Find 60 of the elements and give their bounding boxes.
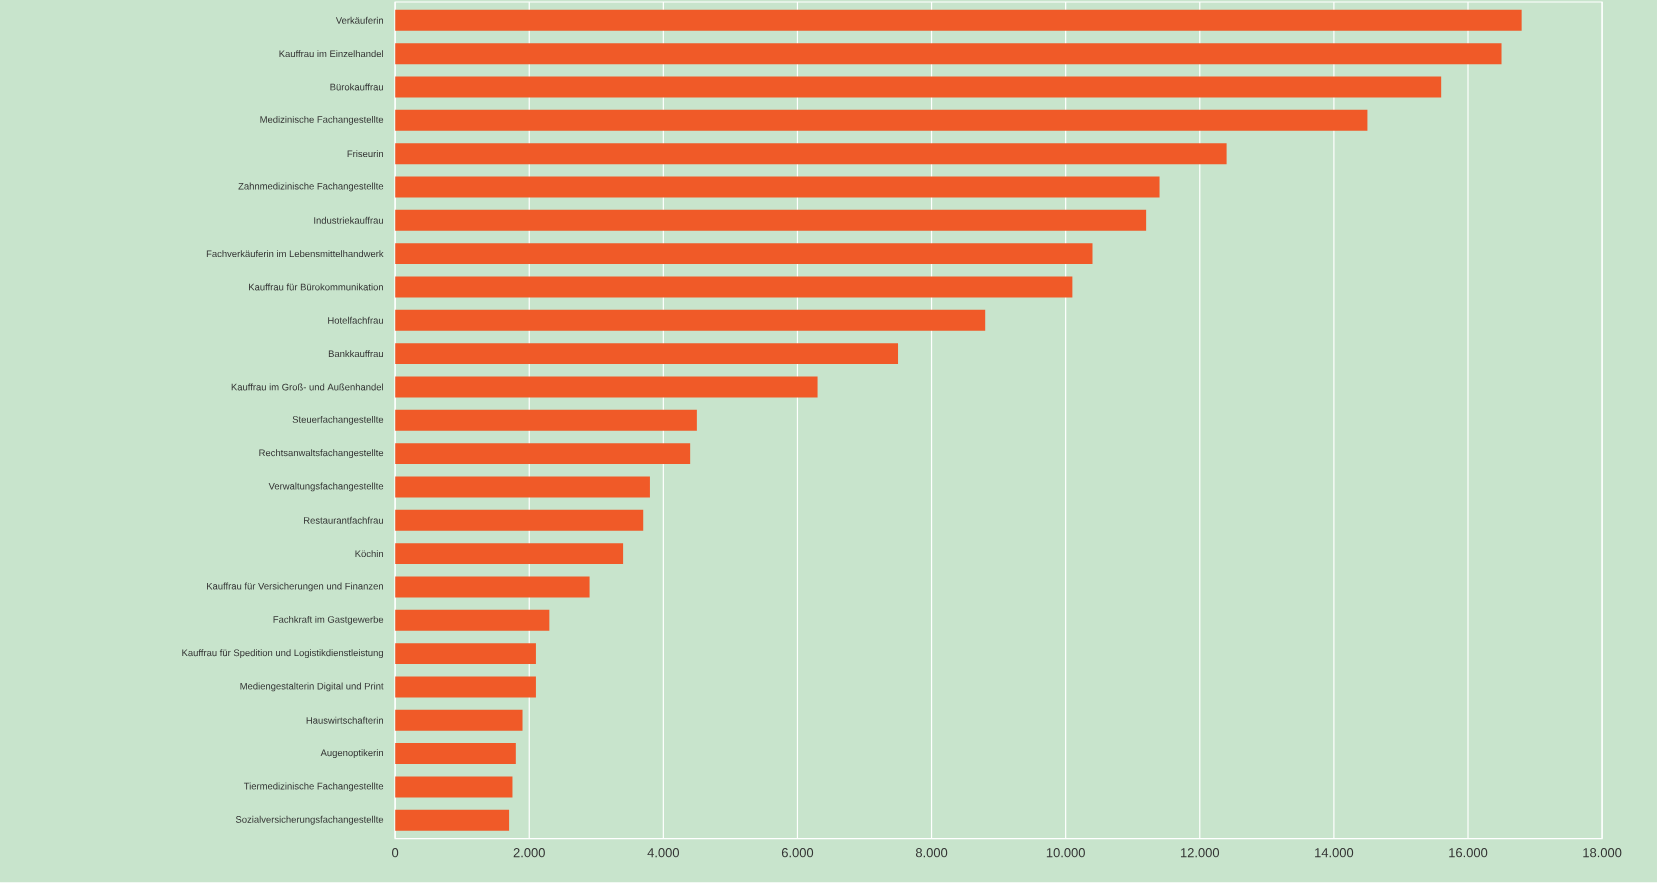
bar xyxy=(395,310,986,332)
x-tick-label: 0 xyxy=(392,848,399,858)
x-tick-label: 14.000 xyxy=(1315,848,1354,858)
y-tick-label: Verwaltungsfachangestellte xyxy=(268,482,384,492)
y-tick-label: Fachkraft im Gastgewerbe xyxy=(273,616,384,625)
y-tick-label: Zahnmedizinische Fachangestellte xyxy=(238,182,384,192)
bar xyxy=(395,576,590,598)
x-tick-label: 6.000 xyxy=(781,848,814,858)
y-tick-label: Fachverkäuferin im Lebensmittelhandwerk xyxy=(206,250,384,258)
bar xyxy=(395,776,513,798)
x-tick-label: 18.000 xyxy=(1583,848,1622,858)
y-tick-label: Medizinische Fachangestellte xyxy=(260,116,384,125)
bar xyxy=(395,343,899,365)
x-tick-label: 16.000 xyxy=(1449,848,1488,858)
bar xyxy=(395,210,1147,232)
y-tick-label: Verkäuferin xyxy=(335,17,384,25)
y-tick-label: Tiermedizinische Fachangestellte xyxy=(243,782,384,792)
bar xyxy=(395,176,1160,198)
x-tick-label: 10.000 xyxy=(1046,848,1085,858)
x-tick-label: 4.000 xyxy=(647,848,680,858)
bar xyxy=(395,76,1442,98)
x-tick-label: 12.000 xyxy=(1180,848,1220,858)
y-tick-label: Kauffrau für Bürokommunikation xyxy=(249,283,383,291)
bar xyxy=(395,510,644,531)
y-tick-label: Bankkauffrau xyxy=(328,350,383,358)
y-tick-label: Bürokauffrau xyxy=(330,83,383,91)
bar xyxy=(395,110,1368,132)
bar xyxy=(395,743,516,765)
y-tick-label: Kauffrau im Einzelhandel xyxy=(279,50,383,58)
y-tick-label: Kauffrau für Versicherungen und Finanzen xyxy=(207,582,383,592)
bar xyxy=(395,810,510,831)
y-tick-label: Hotelfachfrau xyxy=(328,317,383,325)
bar xyxy=(395,676,536,698)
y-tick-label: Rechtsanwaltsfachangestellte xyxy=(259,449,384,459)
y-tick-label: Sozialversicherungsfachangestellte xyxy=(235,816,384,825)
bar xyxy=(395,443,691,465)
bar xyxy=(395,276,1073,298)
bar xyxy=(395,143,1227,165)
bar xyxy=(395,643,536,665)
bar xyxy=(395,243,1093,265)
bar xyxy=(395,43,1502,65)
x-tick-label: 8.000 xyxy=(915,848,948,858)
y-tick-label: Augenoptikerin xyxy=(320,749,383,759)
y-tick-label: Restaurantfachfrau xyxy=(304,517,383,524)
y-tick-label: Steuerfachangestellte xyxy=(292,416,384,425)
bar xyxy=(395,10,1522,32)
y-tick-label: Mediengestalterin Digital und Print xyxy=(240,682,384,692)
x-tick-label: 2.000 xyxy=(513,848,545,858)
y-tick-label: Industriekauffrau xyxy=(314,217,383,225)
bar xyxy=(395,376,818,398)
bar xyxy=(395,543,624,565)
bar xyxy=(395,710,523,731)
y-tick-label: Kauffrau im Groß- und Außenhandel xyxy=(231,383,383,391)
y-tick-label: Köchin xyxy=(355,550,384,558)
bar xyxy=(395,410,697,432)
bar xyxy=(395,610,550,631)
y-tick-label: Kauffrau für Spedition und Logistikdienstleistung xyxy=(182,649,383,659)
bar xyxy=(395,476,650,498)
y-tick-label: Hauswirtschafterin xyxy=(306,717,383,724)
y-tick-label: Friseurin xyxy=(347,150,384,158)
